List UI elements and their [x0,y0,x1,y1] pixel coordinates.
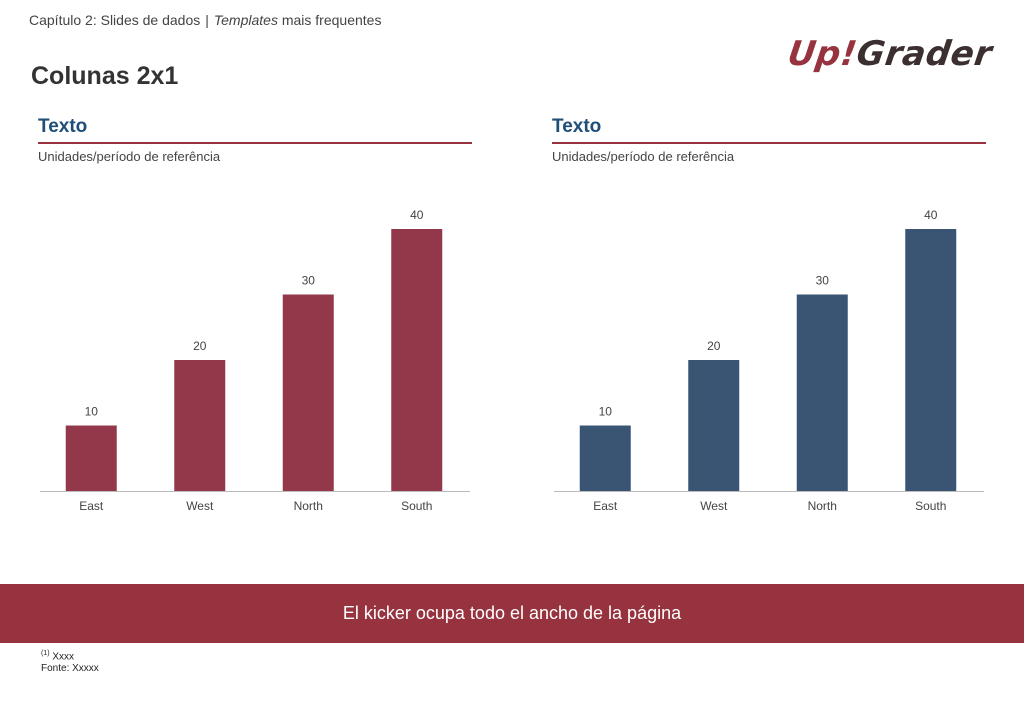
left-panel-title: Texto [38,116,88,137]
kicker-text: El kicker ocupa todo el ancho de la pági… [342,603,682,623]
left-tick-label-south: South [401,499,432,513]
left-panel-subtitle: Unidades/período de referência [38,149,221,164]
breadcrumb-chapter: Capítulo 2: Slides de dados [29,12,201,28]
left-data-label-west: 20 [193,339,207,353]
source-note: Fonte: Xxxxx [41,663,99,675]
right-tick-label-south: South [915,499,946,513]
footnote: (1) Xxxx Fonte: Xxxxx [41,648,99,675]
right-data-label-west: 20 [707,339,721,353]
breadcrumb: Capítulo 2: Slides de dados | Templates ma… [29,12,381,28]
left-data-label-east: 10 [85,405,99,419]
right-data-label-south: 40 [924,208,938,222]
right-tick-label-west: West [700,499,728,513]
footnote-text: Xxxx [52,651,75,663]
right-bar-north [796,294,848,491]
left-tick-label-north: North [294,499,323,513]
breadcrumb-separator: | [205,12,209,28]
right-panel-title: Texto [552,116,602,137]
left-bar-north [282,294,334,491]
kicker-banner: El kicker ocupa todo el ancho de la pági… [0,584,1024,643]
left-data-label-north: 30 [302,274,316,288]
right-tick-label-north: North [808,499,837,513]
page-title: Colunas 2x1 [31,62,179,90]
breadcrumb-templates: Templates [213,12,278,28]
upgrader-logo: Up!Grader [785,34,995,74]
left-data-label-south: 40 [410,208,424,222]
right-bar-chart: 10 East 20 West 30 North 40 South [554,208,984,513]
right-panel-subtitle: Unidades/período de referência [552,149,735,164]
left-bar-east [65,425,117,491]
left-tick-label-west: West [186,499,214,513]
left-bar-south [391,229,443,491]
footnote-marker: (1) [41,650,50,657]
right-panel-rule [552,142,986,144]
right-bar-south [905,229,957,491]
right-data-label-east: 10 [599,405,613,419]
left-bar-west [174,360,226,491]
right-bar-east [579,425,631,491]
left-bar-chart: 10 East 20 West 30 North 40 South [40,208,470,513]
right-tick-label-east: East [593,499,618,513]
right-bar-west [688,360,740,491]
left-tick-label-east: East [79,499,104,513]
breadcrumb-rest: mais frequentes [281,12,382,28]
right-data-label-north: 30 [816,274,830,288]
left-panel-rule [38,142,472,144]
